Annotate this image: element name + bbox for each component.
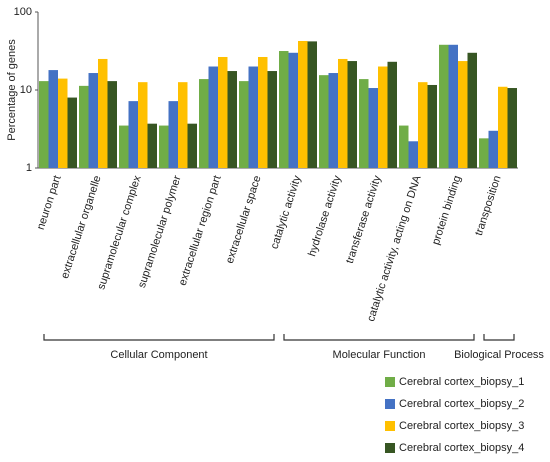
bar — [418, 82, 428, 168]
bar — [488, 130, 498, 168]
bar — [298, 40, 308, 168]
legend-label: Cerebral cortex_biopsy_4 — [399, 442, 524, 454]
bar — [147, 123, 157, 168]
group-label: Biological Process — [454, 349, 544, 361]
bar — [328, 73, 338, 168]
bar — [208, 66, 218, 168]
bar — [258, 56, 268, 169]
bar — [267, 71, 277, 168]
bar — [67, 97, 77, 168]
bar — [39, 81, 49, 168]
bar — [159, 125, 169, 168]
legend-swatch — [385, 399, 395, 409]
group-label: Molecular Function — [333, 349, 426, 361]
legend-label: Cerebral cortex_biopsy_1 — [399, 376, 524, 388]
bar — [227, 71, 237, 168]
bar — [467, 52, 477, 168]
legend-swatch — [385, 377, 395, 387]
x-tick-label: extracellular space — [224, 174, 264, 265]
legend-swatch — [385, 421, 395, 431]
bar — [218, 56, 228, 169]
bar — [427, 84, 437, 168]
bar — [458, 61, 468, 169]
y-tick-label: 1 — [26, 162, 32, 174]
bar — [239, 81, 249, 168]
bar — [48, 70, 58, 168]
x-tick-label: transposition — [473, 174, 504, 237]
x-tick-label: extracellular organelle — [59, 174, 104, 280]
bar — [368, 88, 378, 168]
x-tick-label: transferase activity — [344, 174, 384, 265]
bar — [399, 125, 409, 168]
legend-label: Cerebral cortex_biopsy_2 — [399, 398, 524, 410]
bar — [439, 44, 449, 168]
x-tick-label: catalytic activity — [269, 174, 304, 251]
bar — [58, 78, 68, 168]
bar — [448, 44, 458, 168]
bar — [178, 82, 188, 168]
bar — [187, 123, 197, 168]
bar — [319, 75, 329, 168]
x-tick-label: hydrolase activity — [306, 174, 344, 258]
bar — [408, 141, 418, 168]
bar — [128, 101, 138, 168]
bar — [378, 66, 388, 168]
bar — [248, 66, 258, 168]
x-tick-label: protein binding — [430, 174, 464, 246]
bar — [168, 101, 178, 168]
bar — [359, 79, 369, 168]
x-tick-label: extracellular region part — [177, 174, 224, 287]
bar — [498, 86, 508, 168]
x-tick-label: supramolecular complex — [95, 174, 143, 292]
bar — [479, 138, 489, 168]
bar — [119, 125, 129, 168]
bar — [79, 85, 89, 168]
group-label: Cellular Component — [110, 349, 207, 361]
group-bracket — [43, 334, 275, 341]
group-bracket — [483, 334, 515, 341]
legend-label: Cerebral cortex_biopsy_3 — [399, 420, 524, 432]
bar — [199, 79, 209, 168]
bar — [338, 58, 348, 168]
bar — [138, 82, 148, 168]
bar — [98, 58, 108, 168]
bar — [288, 52, 298, 168]
bar — [347, 61, 357, 169]
bar — [507, 88, 517, 168]
bar — [387, 61, 397, 168]
y-axis-label: Percentage of genes — [6, 39, 18, 141]
bar — [307, 41, 317, 169]
legend-swatch — [385, 443, 395, 453]
y-tick-label: 100 — [14, 6, 32, 18]
bar — [107, 81, 117, 168]
bar — [279, 51, 289, 168]
group-bracket — [283, 334, 475, 341]
y-tick-label: 10 — [20, 84, 32, 96]
x-tick-label: neuron part — [35, 174, 64, 231]
x-tick-label: supramolecular polymer — [136, 174, 184, 290]
bar — [88, 73, 98, 168]
